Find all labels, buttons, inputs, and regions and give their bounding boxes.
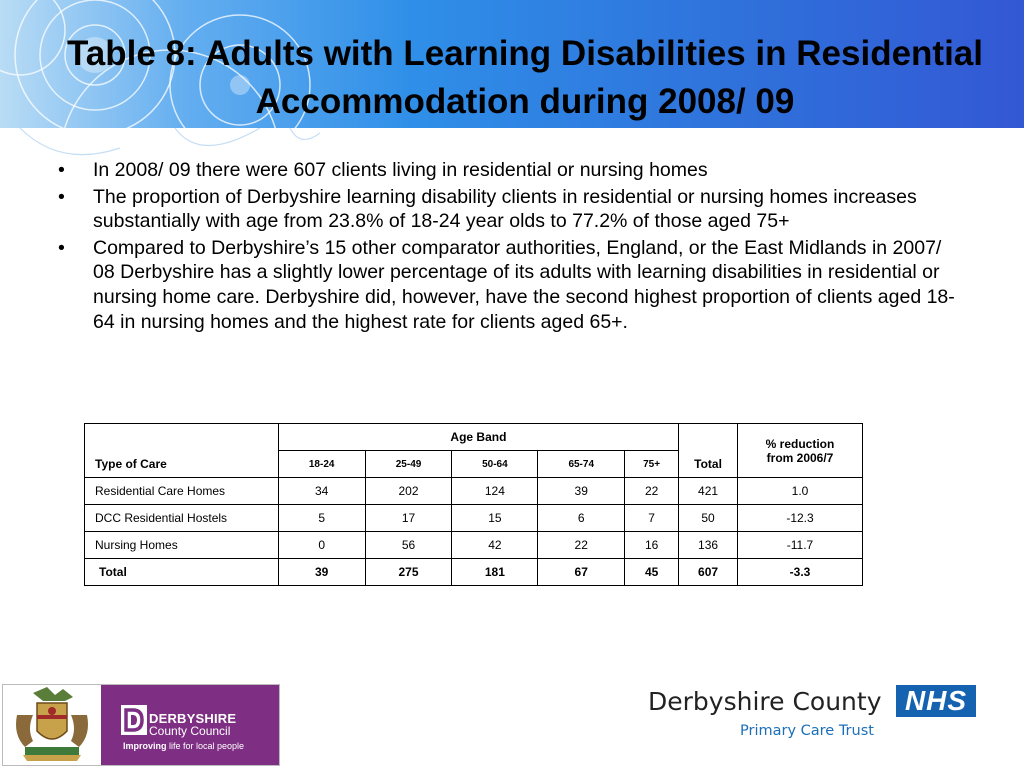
type-of-care-header: Type of Care <box>95 457 167 471</box>
bullet-item: • The proportion of Derbyshire learning d… <box>58 185 968 234</box>
cell-value: 275 <box>364 558 453 586</box>
cell-total: 136 <box>678 531 739 559</box>
table-row: Residential Care Homes 34 202 124 39 22 … <box>84 477 863 505</box>
derbyshire-pct-logo: Derbyshire County NHS Primary Care Trust <box>648 683 978 743</box>
age-band-header-cell: Age Band <box>277 423 680 451</box>
cell-value: 22 <box>537 531 626 559</box>
cell-total: 607 <box>678 558 739 586</box>
age-band-header-18-24: 18-24 <box>277 450 366 478</box>
total-header: Total <box>678 450 739 478</box>
bullet-text: The proportion of Derbyshire learning di… <box>93 185 917 233</box>
row-label: Nursing Homes <box>84 531 279 559</box>
reduction-header-cell: % reduction from 2006/7 <box>737 423 863 478</box>
council-tagline-bold: Improving <box>123 741 167 751</box>
cell-value: 0 <box>277 531 366 559</box>
table-row: DCC Residential Hostels 5 17 15 6 7 50 -… <box>84 504 863 532</box>
bullet-marker: • <box>58 185 65 208</box>
cell-total: 50 <box>678 504 739 532</box>
table-row: Nursing Homes 0 56 42 22 16 136 -11.7 <box>84 531 863 559</box>
bullet-list: • In 2008/ 09 there were 607 clients livi… <box>58 158 968 336</box>
bullet-item: • Compared to Derbyshire’s 15 other compa… <box>58 236 968 334</box>
bullet-text: Compared to Derbyshire’s 15 other compar… <box>93 236 955 333</box>
cell-value: 7 <box>624 504 680 532</box>
swirl-decoration-lower <box>19 128 321 156</box>
cell-value: 15 <box>451 504 539 532</box>
cell-value: 6 <box>537 504 626 532</box>
council-d-icon <box>121 705 147 735</box>
cell-value: 56 <box>364 531 453 559</box>
type-of-care-header-cell: Type of Care <box>84 423 279 478</box>
title-banner: Table 8: Adults with Learning Disabiliti… <box>0 0 1024 128</box>
bullet-text: In 2008/ 09 there were 607 clients livin… <box>93 159 708 181</box>
table-row-total: Total 39 275 181 67 45 607 -3.3 <box>84 558 863 586</box>
council-name-line1: DERBYSHIRE <box>149 711 237 726</box>
total-header-spacer <box>678 423 739 451</box>
council-tagline: Improving life for local people <box>123 741 244 751</box>
council-name-line2: County Council <box>149 724 231 738</box>
cell-reduction: -11.7 <box>737 531 863 559</box>
derbyshire-county-council-logo: DERBYSHIRE County Council Improving life… <box>2 684 280 766</box>
age-band-header-25-49: 25-49 <box>364 450 453 478</box>
cell-value: 5 <box>277 504 366 532</box>
cell-value: 42 <box>451 531 539 559</box>
care-table: Type of Care Age Band % reduction from 2… <box>84 423 863 586</box>
pct-name: Derbyshire County <box>648 687 882 716</box>
slide-title: Table 8: Adults with Learning Disabiliti… <box>67 34 983 121</box>
row-label: Total <box>84 558 279 586</box>
cell-value: 45 <box>624 558 680 586</box>
cell-value: 39 <box>277 558 366 586</box>
cell-value: 34 <box>277 477 366 505</box>
age-band-header-65-74: 65-74 <box>537 450 626 478</box>
swirl-decoration <box>0 0 311 128</box>
cell-value: 16 <box>624 531 680 559</box>
cell-reduction: -3.3 <box>737 558 863 586</box>
cell-value: 17 <box>364 504 453 532</box>
council-tagline-rest: life for local people <box>166 741 245 751</box>
council-brand-panel: DERBYSHIRE County Council Improving life… <box>101 685 279 765</box>
cell-reduction: 1.0 <box>737 477 863 505</box>
pct-subtitle: Primary Care Trust <box>740 723 874 739</box>
cell-value: 39 <box>537 477 626 505</box>
reduction-header: % reduction from 2006/7 <box>765 436 835 465</box>
bullet-marker: • <box>58 236 65 259</box>
bullet-item: • In 2008/ 09 there were 607 clients livi… <box>58 158 968 183</box>
cell-value: 67 <box>537 558 626 586</box>
nhs-badge: NHS <box>896 685 976 717</box>
row-label: Residential Care Homes <box>84 477 279 505</box>
cell-value: 124 <box>451 477 539 505</box>
row-label: DCC Residential Hostels <box>84 504 279 532</box>
cell-reduction: -12.3 <box>737 504 863 532</box>
cell-value: 181 <box>451 558 539 586</box>
crest-icon <box>3 685 101 765</box>
age-band-header-50-64: 50-64 <box>451 450 539 478</box>
cell-total: 421 <box>678 477 739 505</box>
age-band-header: Age Band <box>450 430 507 444</box>
cell-value: 202 <box>364 477 453 505</box>
cell-value: 22 <box>624 477 680 505</box>
age-band-header-75-plus: 75+ <box>624 450 680 478</box>
bullet-marker: • <box>58 159 65 181</box>
